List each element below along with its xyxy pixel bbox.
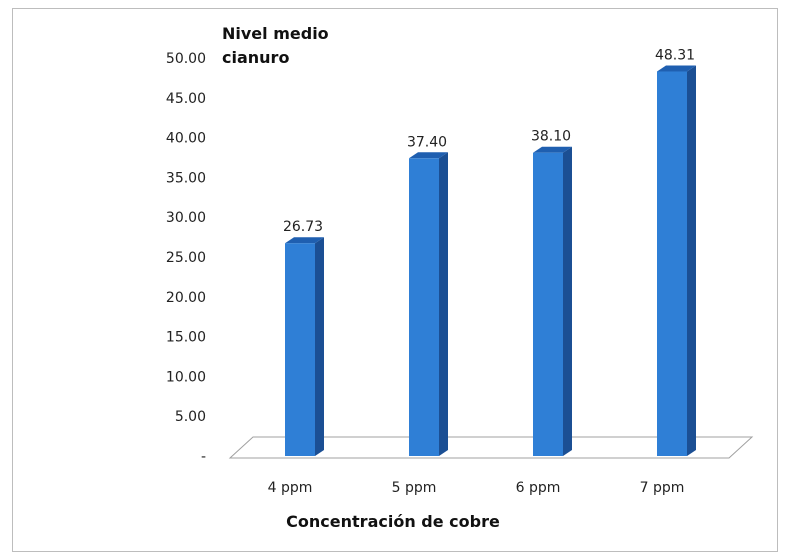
- bar-top: [533, 146, 572, 153]
- bar: [409, 152, 448, 456]
- bar: [533, 146, 572, 456]
- data-label: 26.73: [283, 219, 323, 235]
- data-label: 37.40: [407, 134, 447, 150]
- x-tick-label: 7 ppm: [640, 480, 685, 496]
- y-tick-label: 25.00: [166, 250, 206, 266]
- bar-side: [315, 237, 324, 456]
- y-tick-label: 15.00: [166, 330, 206, 346]
- data-label: 38.10: [531, 129, 571, 145]
- bar-side: [439, 152, 448, 456]
- y-tick-label: 40.00: [166, 131, 206, 147]
- y-tick-label: 45.00: [166, 91, 206, 107]
- x-tick-label: 5 ppm: [392, 480, 437, 496]
- bar-front: [657, 71, 687, 457]
- chart-floor: [228, 436, 754, 459]
- y-tick-label: 5.00: [175, 409, 206, 425]
- chart-frame: [12, 8, 778, 552]
- bar-side: [563, 146, 572, 456]
- y-tick-label: 10.00: [166, 369, 206, 385]
- bar-front: [533, 152, 563, 456]
- bar-side: [687, 65, 696, 457]
- data-label: 48.31: [655, 47, 695, 63]
- bar-front: [409, 158, 439, 456]
- bar-front: [285, 243, 315, 456]
- bar-top: [285, 237, 324, 244]
- x-axis-title: Concentración de cobre: [286, 512, 500, 531]
- bar-top: [409, 152, 448, 159]
- y-tick-label: -: [201, 449, 206, 465]
- x-tick-label: 4 ppm: [268, 480, 313, 496]
- y-tick-label: 50.00: [166, 51, 206, 67]
- y-tick-label: 20.00: [166, 290, 206, 306]
- x-tick-label: 6 ppm: [516, 480, 561, 496]
- y-tick-label: 35.00: [166, 170, 206, 186]
- y-tick-label: 30.00: [166, 210, 206, 226]
- bar: [657, 65, 696, 457]
- y-axis-title: Nivel medio cianuro: [222, 24, 329, 67]
- bar-top: [657, 65, 696, 72]
- bar: [285, 237, 324, 456]
